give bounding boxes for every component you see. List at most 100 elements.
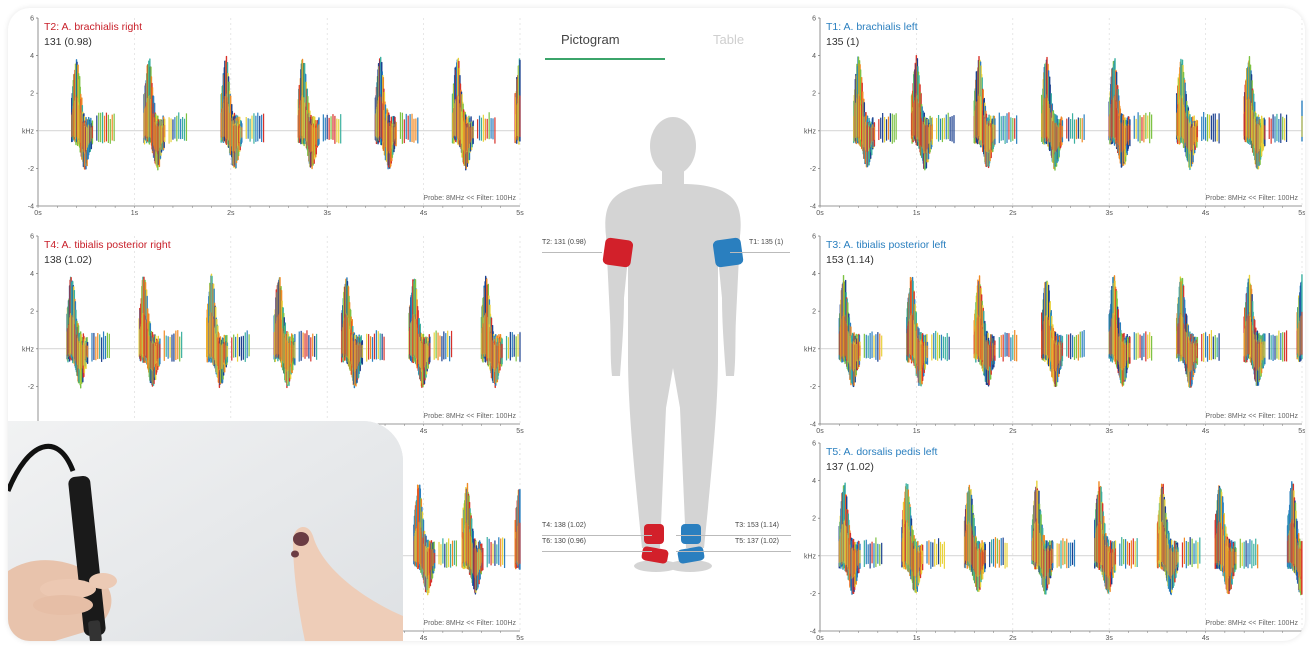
x-tick-label: 4s xyxy=(420,635,428,641)
x-tick-label: 2s xyxy=(1009,428,1017,435)
y-tick-label: -2 xyxy=(28,166,34,173)
marker-line xyxy=(542,252,602,253)
y-tick-label: 2 xyxy=(30,309,34,316)
panel-value: 137 (1.02) xyxy=(826,461,874,473)
body-pictogram xyxy=(602,117,744,572)
y-tick-label: kHz xyxy=(22,128,35,135)
x-tick-label: 2s xyxy=(1009,635,1017,641)
x-tick-label: 5s xyxy=(516,428,524,435)
x-tick-label: 0s xyxy=(816,210,824,217)
panel-title: T3: A. tibialis posterior left xyxy=(826,239,947,251)
y-tick-label: 2 xyxy=(30,91,34,98)
y-tick-label: -4 xyxy=(810,629,816,636)
marker-label-t1: T1: 135 (1) xyxy=(749,239,784,246)
x-tick-label: 4s xyxy=(1202,428,1210,435)
marker-label-t5: T5: 137 (1.02) xyxy=(735,538,779,545)
y-tick-label: 4 xyxy=(812,478,816,485)
y-tick-label: 4 xyxy=(30,53,34,60)
panel-footer: Probe: 8MHz << Filter: 100Hz xyxy=(1205,195,1298,202)
y-tick-label: 6 xyxy=(30,16,34,23)
x-tick-label: 5s xyxy=(1298,210,1305,217)
x-tick-label: 2s xyxy=(1009,210,1017,217)
panel-title: T4: A. tibialis posterior right xyxy=(44,239,171,251)
doppler-probe-photo xyxy=(8,421,403,641)
y-tick-label: 4 xyxy=(812,271,816,278)
y-tick-label: -2 xyxy=(810,591,816,598)
marker-label-t2: T2: 131 (0.98) xyxy=(542,239,586,246)
x-tick-label: 4s xyxy=(1202,635,1210,641)
cuff-t5-marker[interactable] xyxy=(677,546,705,564)
x-tick-label: 3s xyxy=(323,210,331,217)
x-tick-label: 5s xyxy=(516,635,524,641)
panel-footer: Probe: 8MHz << Filter: 100Hz xyxy=(1205,620,1298,627)
panel-value: 135 (1) xyxy=(826,36,860,48)
y-tick-label: -2 xyxy=(28,384,34,391)
y-tick-label: kHz xyxy=(804,346,817,353)
marker-label-t6: T6: 130 (0.96) xyxy=(542,538,586,545)
cuff-t6-marker[interactable] xyxy=(641,546,669,564)
y-tick-label: kHz xyxy=(22,346,35,353)
x-tick-label: 4s xyxy=(420,210,428,217)
panel-title: T1: A. brachialis left xyxy=(826,21,918,33)
x-tick-label: 3s xyxy=(1105,635,1113,641)
y-tick-label: -4 xyxy=(810,422,816,429)
panel-value: 131 (0.98) xyxy=(44,36,92,48)
x-tick-label: 5s xyxy=(516,210,524,217)
panel-title: T2: A. brachialis right xyxy=(44,21,143,33)
x-tick-label: 0s xyxy=(816,428,824,435)
y-tick-label: 6 xyxy=(30,234,34,241)
y-tick-label: 6 xyxy=(812,441,816,448)
x-tick-label: 0s xyxy=(816,635,824,641)
x-tick-label: 5s xyxy=(1298,635,1305,641)
cuff-t3-marker[interactable] xyxy=(681,524,701,544)
tab-table[interactable]: Table xyxy=(713,32,745,47)
waveform-panel-t5[interactable]: 6 4 2 kHz -2 -4 0s 1s 2s 3s 4s 5s T5: A. dorsalis p… xyxy=(790,433,1305,642)
waveform-panel-t2[interactable]: 6 4 2 kHz -2 -4 0s 1s 2s 3s 4s 5s T2: A. brachialis… xyxy=(8,8,528,218)
y-tick-label: 6 xyxy=(812,16,816,23)
panel-title: T5: A. dorsalis pedis left xyxy=(826,446,938,458)
marker-line xyxy=(676,551,791,552)
x-tick-label: 3s xyxy=(1105,428,1113,435)
x-tick-label: 1s xyxy=(913,210,921,217)
y-tick-label: 4 xyxy=(30,271,34,278)
panel-footer: Probe: 8MHz << Filter: 100Hz xyxy=(423,413,516,420)
marker-label-t3: T3: 153 (1.14) xyxy=(735,522,779,529)
active-tab-indicator xyxy=(545,58,665,60)
x-tick-label: 1s xyxy=(131,210,139,217)
x-tick-label: 1s xyxy=(913,428,921,435)
cuff-t1-marker[interactable] xyxy=(712,237,744,268)
marker-label-t4: T4: 138 (1.02) xyxy=(542,522,586,529)
marker-line xyxy=(542,551,652,552)
cuff-t4-marker[interactable] xyxy=(644,524,664,544)
panel-footer: Probe: 8MHz << Filter: 100Hz xyxy=(423,620,516,627)
panel-footer: Probe: 8MHz << Filter: 100Hz xyxy=(423,195,516,202)
marker-line xyxy=(676,535,791,536)
x-tick-label: 4s xyxy=(420,428,428,435)
marker-line xyxy=(542,535,652,536)
waveform-panel-t1[interactable]: 6 4 2 kHz -2 -4 0s 1s 2s 3s 4s 5s T1: A. brachialis… xyxy=(790,8,1305,218)
y-tick-label: 2 xyxy=(812,91,816,98)
y-tick-label: 4 xyxy=(812,53,816,60)
view-tabs: Pictogram Table xyxy=(535,18,790,63)
marker-line xyxy=(730,252,790,253)
panel-value: 138 (1.02) xyxy=(44,254,92,266)
app-card: 6 4 2 kHz -2 -4 0s 1s 2s 3s 4s 5s T2: A. brachialis… xyxy=(8,8,1305,641)
y-tick-label: -2 xyxy=(810,384,816,391)
y-tick-label: 2 xyxy=(812,309,816,316)
panel-footer: Probe: 8MHz << Filter: 100Hz xyxy=(1205,413,1298,420)
y-tick-label: 2 xyxy=(812,516,816,523)
y-tick-label: -4 xyxy=(28,204,34,211)
x-tick-label: 4s xyxy=(1202,210,1210,217)
x-tick-label: 3s xyxy=(1105,210,1113,217)
y-tick-label: 6 xyxy=(812,234,816,241)
cuff-t2-marker[interactable] xyxy=(602,237,634,268)
x-tick-label: 0s xyxy=(34,210,42,217)
y-tick-label: -4 xyxy=(810,204,816,211)
y-tick-label: -2 xyxy=(810,166,816,173)
tab-pictogram[interactable]: Pictogram xyxy=(561,32,620,47)
y-tick-label: kHz xyxy=(804,128,817,135)
panel-value: 153 (1.14) xyxy=(826,254,874,266)
y-tick-label: kHz xyxy=(804,553,817,560)
waveform-panel-t3[interactable]: 6 4 2 kHz -2 -4 0s 1s 2s 3s 4s 5s T3: A. tibialis p… xyxy=(790,226,1305,436)
